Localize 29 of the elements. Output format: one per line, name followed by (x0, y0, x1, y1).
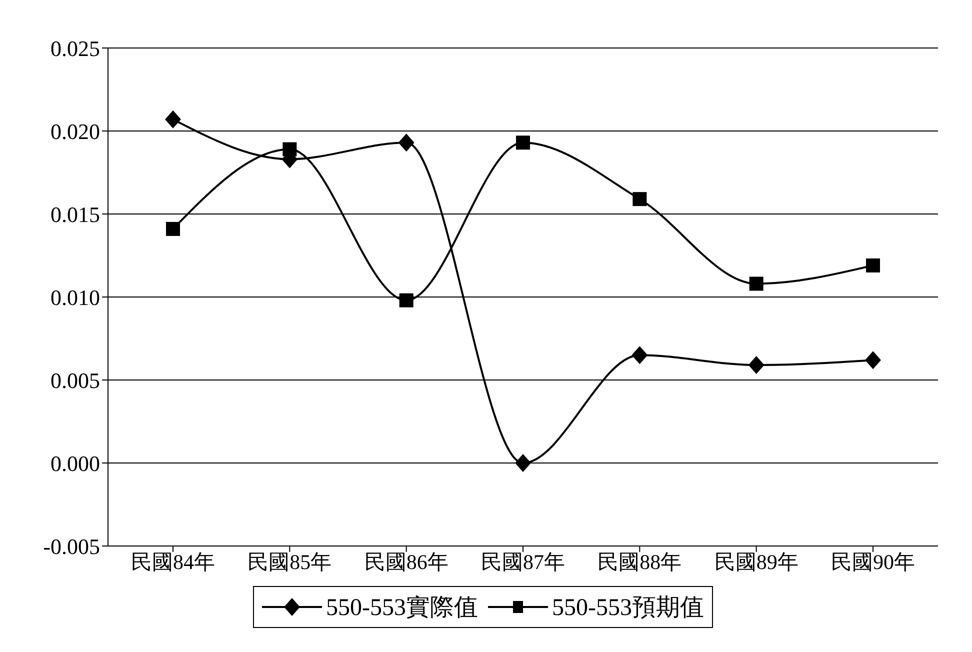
y-tick-label: 0.020 (50, 118, 100, 144)
point (515, 454, 531, 472)
x-tick-label: 民國88年 (598, 550, 682, 574)
x-tick-label: 民國85年 (248, 550, 332, 574)
x-tick-label: 民國86年 (364, 550, 448, 574)
point (866, 258, 880, 272)
point (165, 110, 181, 128)
point (398, 134, 414, 152)
y-tick-label: 0.005 (50, 368, 100, 393)
point (516, 136, 530, 150)
point (632, 346, 648, 364)
y-tick-label: 0.010 (50, 284, 100, 310)
point (282, 142, 297, 156)
y-tick-label: 0.015 (50, 202, 100, 227)
legend-label: 550-553實際值 (326, 594, 478, 623)
point (399, 293, 414, 308)
legend-label: 550-553預期值 (552, 594, 704, 623)
x-tick-label: 民國90年 (831, 550, 915, 574)
point (632, 192, 647, 206)
point (865, 351, 881, 370)
point (749, 276, 764, 291)
y-tick-label: 0.000 (50, 450, 100, 476)
x-tick-label: 民國84年 (131, 550, 215, 574)
point (748, 356, 764, 374)
y-tick-label: 0.025 (50, 36, 100, 61)
point (166, 222, 180, 236)
y-tick-label: -0.005 (43, 534, 100, 559)
x-tick-label: 民國89年 (714, 550, 798, 574)
x-tick-label: 民國87年 (481, 550, 565, 574)
